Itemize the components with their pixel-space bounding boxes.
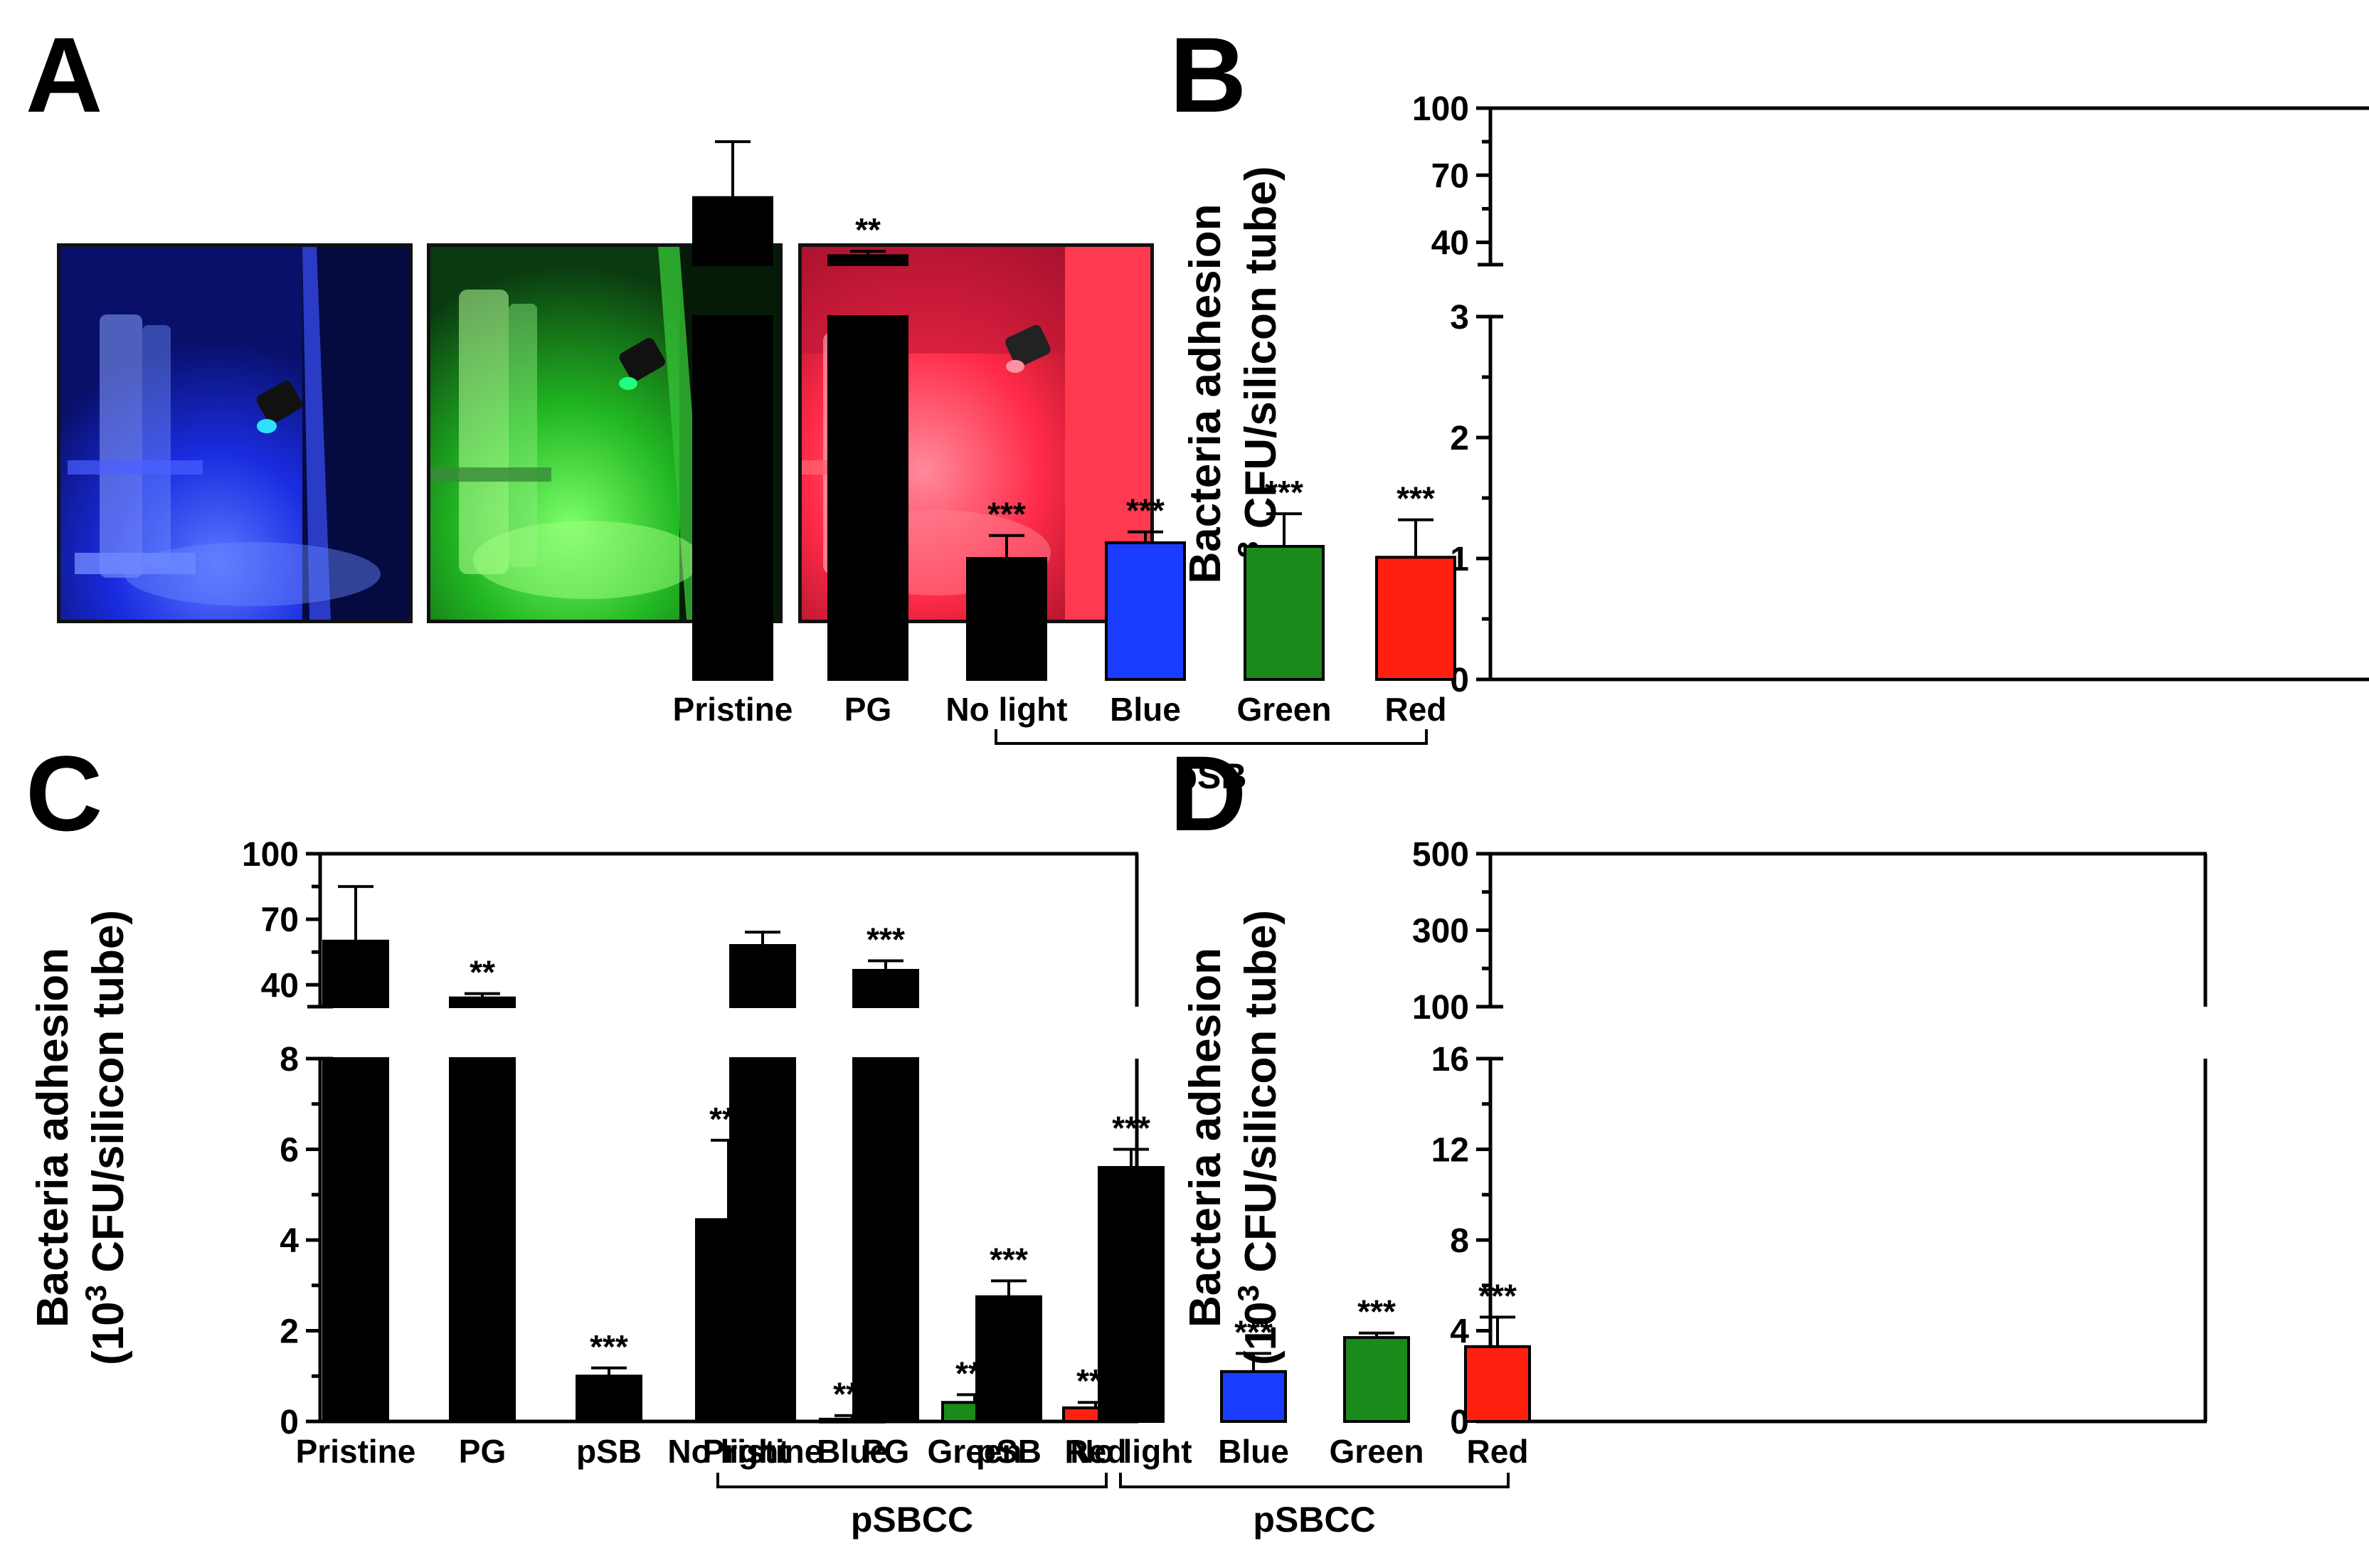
significance-label-b: *** [1265,474,1303,511]
bar-b [1375,556,1456,681]
significance-label-d: *** [1478,1277,1517,1314]
bar-upper-d [729,944,796,1008]
y-axis-title-line1-d: Bacteria adhesion [1181,948,1230,1328]
significance-label-c: ** [470,954,495,991]
bar-d [852,1057,919,1423]
group-bracket-d [1119,1473,1510,1488]
x-tick-label-c: Green [928,1433,1022,1470]
x-tick-label-b: Red [1385,691,1447,728]
x-tick-label-b: PG [844,691,891,728]
x-tick-label-b: Blue [1110,691,1181,728]
x-tick-label-c: Red [1065,1433,1127,1470]
significance-label-c: *** [590,1328,628,1365]
y-tick-label-c: 8 [280,1041,299,1079]
bar-d [1464,1345,1531,1423]
significance-label-b: *** [987,496,1026,533]
y-tick-label-c: 4 [280,1222,299,1260]
y-tick-label-b: 2 [1450,420,1469,457]
y-tick-label-b: 100 [1412,90,1469,128]
bar-b [966,557,1047,681]
y-tick-label-d: 12 [1431,1132,1469,1170]
y-tick-label-d: 100 [1412,989,1469,1027]
panel-label-c: C [26,733,103,853]
significance-label-b: ** [855,211,881,248]
y-tick-label-b: 70 [1431,157,1469,195]
bar-upper-b [692,196,773,266]
y-tick-label-c: 70 [261,901,299,939]
bar-d [1343,1336,1410,1423]
y-tick-label-c: 100 [242,836,299,874]
x-tick-label-c: PG [459,1433,506,1470]
significance-label-d: *** [1234,1313,1273,1350]
x-tick-label-c: No light [667,1433,789,1470]
x-tick-label-b: Pristine [673,691,793,728]
significance-label-b: *** [1397,480,1435,517]
bar-c [449,1057,516,1423]
significance-label-d: *** [866,921,905,958]
y-axis-title-b: Bacteria adhesion(103 CFU/silicon tube) [1181,166,1286,622]
bar-c [576,1374,642,1423]
x-tick-label-d: Green [1330,1433,1424,1470]
y-tick-label-d: 500 [1412,836,1469,874]
significance-label-d: *** [1112,1110,1150,1147]
y-tick-label-c: 0 [280,1404,299,1441]
bar-c [322,1057,389,1423]
group-bracket-c [716,1473,1108,1488]
bar-b [827,315,908,681]
y-tick-label-b: 40 [1431,225,1469,263]
y-tick-label-c: 6 [280,1132,299,1170]
y-tick-label-c: 2 [280,1313,299,1351]
x-tick-label-d: Red [1467,1433,1529,1470]
significance-label-d: *** [990,1241,1028,1278]
x-tick-label-b: No light [945,691,1067,728]
y-axis-title-line2-d: (103 CFU/silicon tube) [1231,910,1286,1365]
group-label-b: pSB [1176,756,1247,796]
group-bracket-b [995,729,1428,745]
y-axis-title-line2-c: (103 CFU/silicon tube) [79,910,133,1365]
x-tick-label-c: Blue [817,1433,888,1470]
group-label-d: pSBCC [1253,1500,1375,1540]
y-axis-title-c: Bacteria adhesion(103 CFU/silicon tube) [28,910,133,1365]
x-tick-label-d: No light [1070,1433,1192,1470]
bar-upper-b [827,254,908,266]
x-tick-label-d: Blue [1218,1433,1289,1470]
bar-upper-c [449,996,516,1008]
panel-label-d: D [1170,733,1247,853]
bar-d [729,1057,796,1423]
x-tick-label-d: PG [862,1433,909,1470]
x-tick-label-d: Pristine [703,1433,823,1470]
y-tick-label-d: 16 [1431,1041,1469,1079]
group-label-c: pSBCC [851,1500,973,1540]
panel-label-b: B [1170,15,1247,134]
x-tick-label-c: Pristine [296,1433,416,1470]
y-tick-label-d: 4 [1450,1313,1469,1351]
x-tick-label-d: pSB [976,1433,1042,1470]
y-axis-title-d: Bacteria adhesion(103 CFU/silicon tube) [1181,910,1286,1365]
y-tick-label-d: 300 [1412,913,1469,950]
photo-blue-light [57,243,413,623]
y-axis-title-line1-b: Bacteria adhesion [1181,203,1230,583]
significance-label-b: *** [1126,492,1165,529]
y-tick-label-d: 8 [1450,1222,1469,1260]
y-axis-title-line1-c: Bacteria adhesion [28,948,78,1328]
bar-upper-c [322,939,389,1009]
bar-b [692,315,773,681]
y-tick-label-b: 3 [1450,299,1469,337]
y-tick-label-c: 40 [261,967,299,1005]
x-tick-label-b: Green [1237,691,1332,728]
bar-d [975,1295,1042,1423]
significance-label-d: *** [1357,1293,1396,1330]
bar-upper-d [852,968,919,1008]
bar-d [1098,1166,1165,1423]
bar-d [1220,1370,1287,1423]
bar-b [1105,541,1186,682]
panel-label-a: A [26,15,103,134]
bar-b [1244,545,1325,681]
x-tick-label-c: pSB [576,1433,642,1470]
